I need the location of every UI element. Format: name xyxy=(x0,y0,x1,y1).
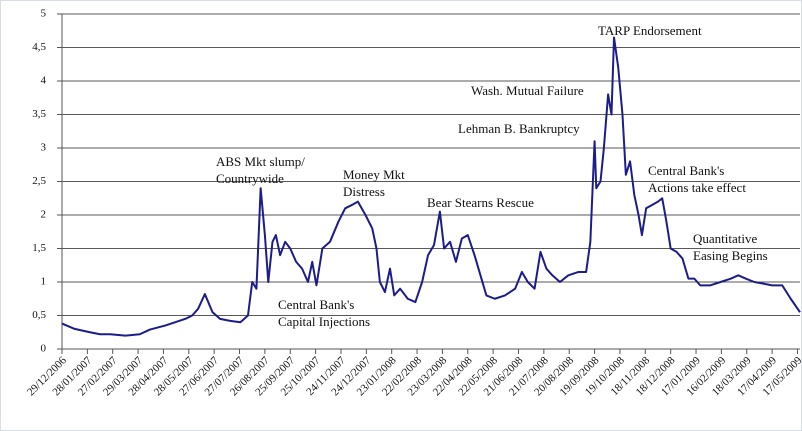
annotation: Bear Stearns Rescue xyxy=(427,195,534,210)
y-tick-label: 5 xyxy=(41,8,47,20)
y-tick-label: 2,5 xyxy=(32,175,46,187)
annotation: TARP Endorsement xyxy=(598,23,702,38)
annotation: Quantitative xyxy=(693,231,757,246)
annotation: Easing Begins xyxy=(693,248,768,263)
y-tick-label: 2 xyxy=(41,209,47,221)
y-tick-label: 4,5 xyxy=(32,41,46,53)
annotation: Countrywide xyxy=(216,171,284,186)
y-tick-label: 1,5 xyxy=(32,242,46,254)
annotation: Actions take effect xyxy=(648,180,746,195)
y-tick-label: 3 xyxy=(41,142,47,154)
annotation: Money Mkt xyxy=(343,167,405,182)
annotation: Lehman B. Bankruptcy xyxy=(458,121,580,136)
annotation: Central Bank's xyxy=(278,297,354,312)
annotation: ABS Mkt slump/ xyxy=(216,154,305,169)
y-tick-label: 0 xyxy=(41,343,47,355)
annotation: Wash. Mutual Failure xyxy=(471,83,584,98)
y-tick-label: 1 xyxy=(41,276,47,288)
y-tick-label: 4 xyxy=(41,75,47,87)
y-tick-label: 0,5 xyxy=(32,309,46,321)
data-line xyxy=(61,36,801,337)
annotation: Capital Injections xyxy=(278,314,370,329)
annotation: Central Bank's xyxy=(648,163,724,178)
y-tick-label: 3,5 xyxy=(32,108,46,120)
annotation: Distress xyxy=(343,184,385,199)
